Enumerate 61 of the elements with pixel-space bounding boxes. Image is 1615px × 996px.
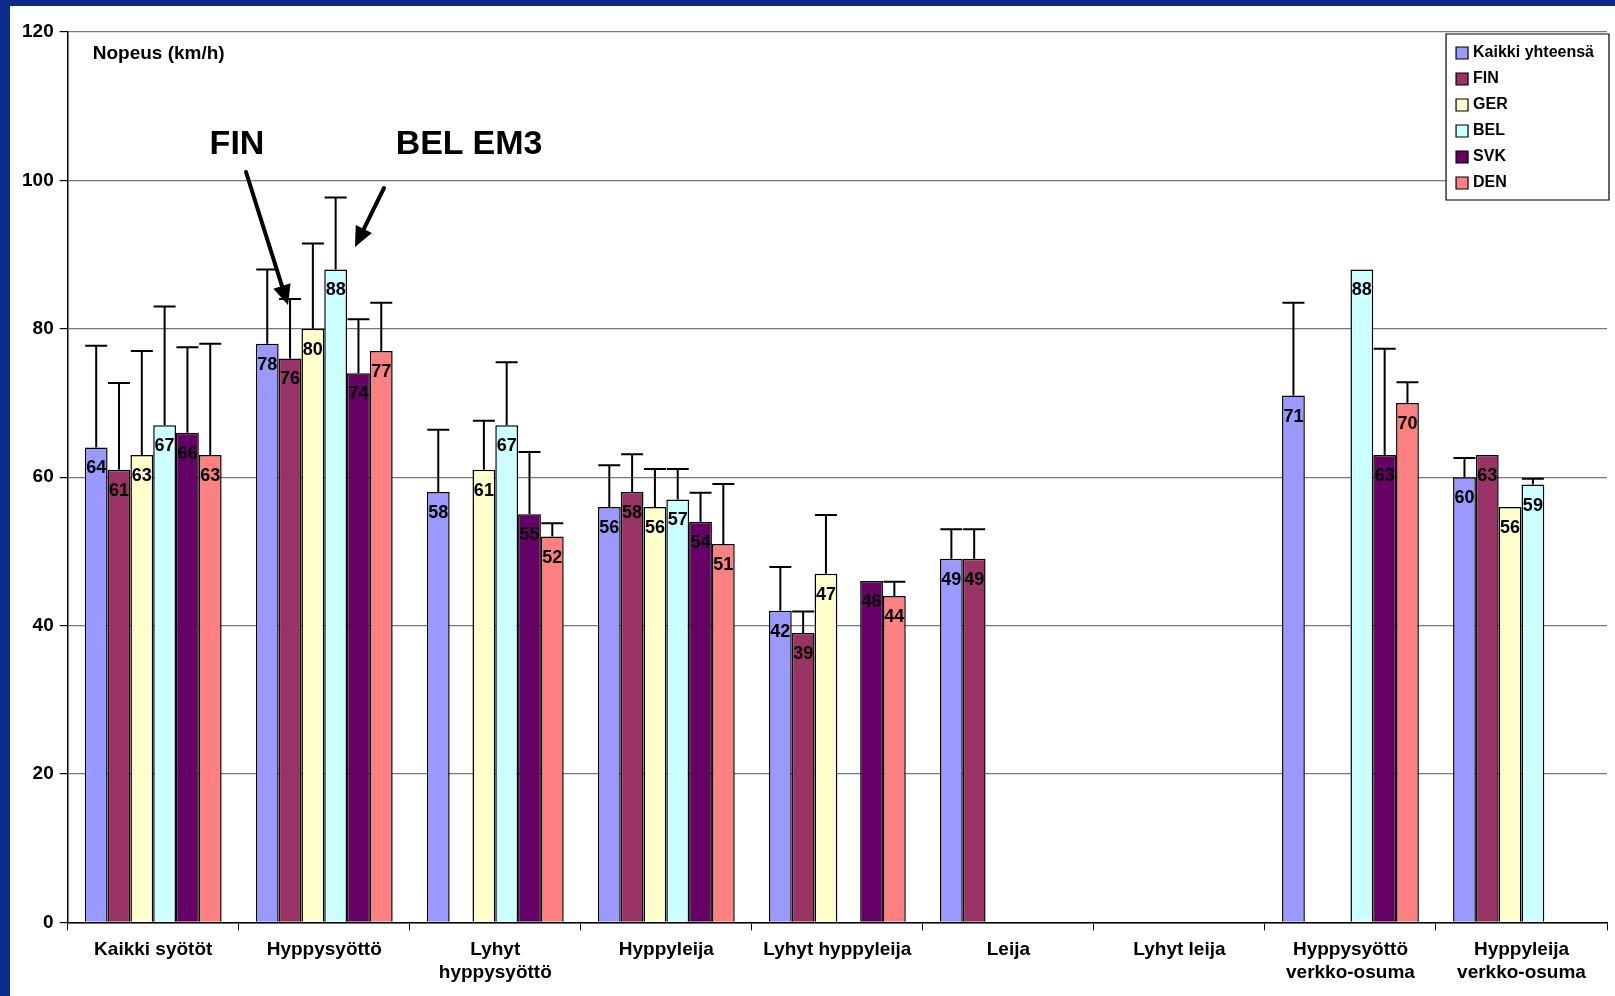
data-label: 80: [302, 338, 323, 359]
data-label: 61: [109, 479, 130, 500]
data-label: 88: [1351, 279, 1372, 300]
data-label: 71: [1283, 405, 1304, 426]
data-label: 63: [200, 464, 221, 485]
x-tick-label: Lyhyt hyppysyöttö: [438, 938, 552, 982]
data-label: 56: [1500, 516, 1521, 537]
x-tick-label: Kaikki syötöt: [94, 938, 214, 960]
data-label: 58: [428, 502, 449, 523]
data-label: 67: [154, 435, 175, 456]
data-label: 67: [496, 435, 517, 456]
x-tick-label: Hyppysyöttö verkko-osuma: [1286, 938, 1416, 982]
data-label: 57: [667, 509, 688, 530]
y-tick-label: 60: [32, 465, 54, 487]
y-tick-label: 20: [32, 762, 54, 784]
data-label: 61: [473, 479, 494, 500]
data-label: 88: [325, 279, 346, 300]
data-label: 63: [1477, 464, 1498, 485]
data-label: 58: [622, 502, 643, 523]
y-tick-label: 0: [43, 910, 54, 932]
legend-label: DEN: [1473, 173, 1507, 191]
data-label: 66: [177, 442, 198, 463]
y-tick-label: 100: [22, 168, 54, 190]
data-label: 76: [280, 368, 301, 389]
x-tick-label: Hyppyleija verkko-osuma: [1457, 938, 1587, 982]
x-tick-label: Hyppysyöttö: [266, 938, 382, 960]
data-label: 56: [644, 516, 665, 537]
data-label: 46: [861, 591, 882, 612]
x-tick-label: Leija: [986, 938, 1031, 960]
y-tick-label: 80: [32, 317, 54, 339]
y-tick-label: 120: [22, 20, 54, 42]
data-label: 49: [941, 568, 962, 589]
data-label: 70: [1397, 412, 1418, 433]
data-label: 77: [371, 361, 392, 382]
x-tick-label: Hyppyleija: [618, 938, 715, 960]
legend-label: BEL: [1473, 121, 1506, 139]
legend-label: FIN: [1473, 69, 1499, 87]
data-label: 52: [542, 546, 563, 567]
y-tick-label: 40: [32, 613, 54, 635]
annotation: BEL EM3: [395, 123, 543, 162]
data-label: 60: [1454, 487, 1475, 508]
data-label: 47: [815, 583, 836, 604]
data-label: 78: [257, 353, 278, 374]
data-label: 55: [519, 524, 540, 545]
legend-label: GER: [1473, 95, 1509, 113]
legend-label: Kaikki yhteensä: [1473, 43, 1595, 61]
x-tick-label: Lyhyt hyppyleija: [763, 938, 912, 960]
y-axis-title: Nopeus (km/h): [92, 42, 225, 64]
data-label: 63: [1374, 464, 1395, 485]
x-tick-label: Lyhyt leija: [1133, 938, 1226, 960]
data-label: 59: [1522, 494, 1543, 515]
data-label: 39: [793, 642, 814, 663]
data-label: 74: [348, 383, 369, 404]
data-label: 49: [964, 568, 985, 589]
annotation: FIN: [209, 123, 265, 162]
data-label: 63: [131, 464, 152, 485]
data-label: 44: [884, 605, 905, 626]
data-label: 56: [599, 516, 620, 537]
data-label: 42: [770, 620, 791, 641]
legend-label: SVK: [1473, 147, 1507, 165]
data-label: 51: [713, 553, 734, 574]
